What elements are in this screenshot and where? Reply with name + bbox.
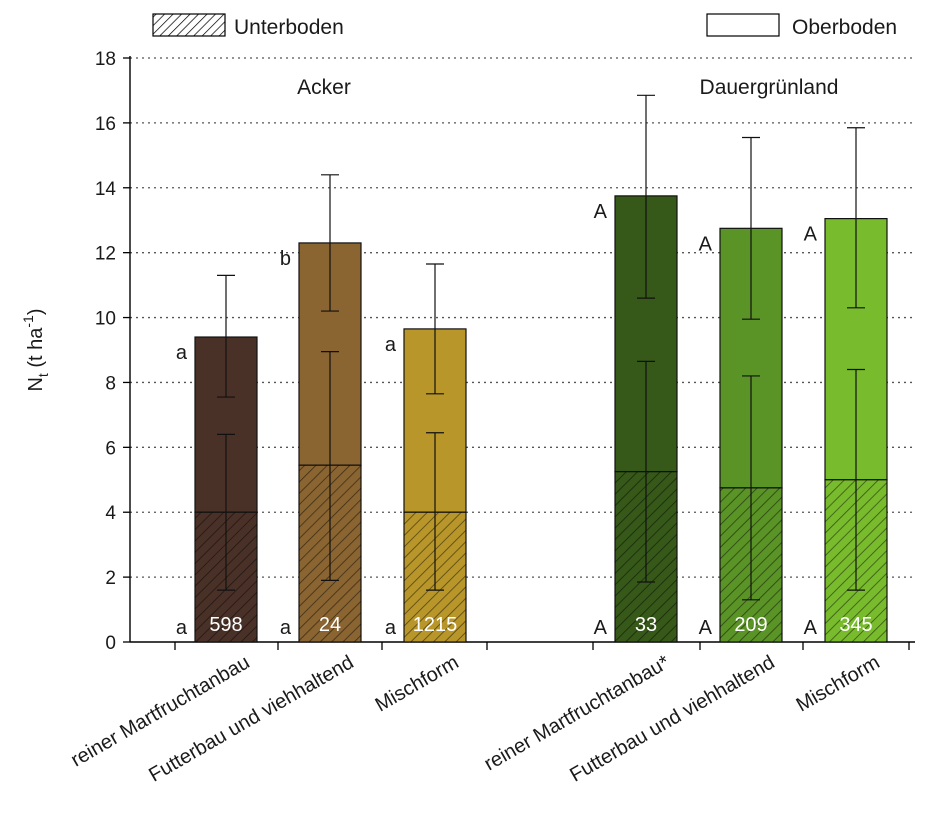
y-tick-label: 14	[95, 179, 117, 200]
y-tick-label: 4	[105, 503, 116, 524]
y-tick-label: 10	[95, 309, 116, 330]
y-tick-label: 18	[95, 49, 116, 70]
category-label: reiner Martfruchtanbau	[67, 651, 253, 771]
y-tick-label: 0	[105, 633, 116, 654]
group-label: Acker	[297, 76, 351, 99]
y-tick-label: 6	[105, 438, 116, 459]
significance-letter-unterboden: a	[176, 617, 188, 639]
category-label: Mischform	[372, 651, 463, 716]
legend-label-unterboden: Unterboden	[234, 16, 344, 39]
y-axis-label-sub: t	[35, 373, 51, 377]
y-tick-label: 12	[95, 244, 116, 265]
legend-swatch-oberboden	[706, 13, 780, 37]
significance-letter-total: a	[385, 334, 397, 356]
bars-layer	[194, 94, 888, 643]
significance-letter-total: A	[699, 233, 713, 255]
significance-letter-unterboden: A	[594, 617, 608, 639]
y-tick-label: 2	[105, 568, 116, 589]
sample-size-label: 24	[319, 614, 341, 636]
y-axis-label-close: )	[25, 308, 47, 315]
category-label: Mischform	[793, 651, 884, 716]
legend-label-oberboden: Oberboden	[792, 16, 897, 39]
sample-size-label: 33	[635, 614, 657, 636]
significance-letter-unterboden: a	[385, 617, 397, 639]
y-axis-label-sup: -1	[20, 315, 36, 328]
significance-letter-total: A	[804, 224, 818, 246]
sample-size-label: 209	[734, 614, 767, 636]
sample-size-label: 598	[209, 614, 242, 636]
significance-letter-unterboden: A	[699, 617, 713, 639]
sample-size-label: 345	[839, 614, 872, 636]
significance-letter-unterboden: a	[280, 617, 292, 639]
significance-letter-total: A	[594, 201, 608, 223]
category-label: Futterbau und viehhaltend	[145, 651, 357, 786]
legend-swatch-unterboden	[152, 13, 226, 37]
category-label: Futterbau und viehhaltend	[566, 651, 778, 786]
significance-letter-unterboden: A	[804, 617, 818, 639]
y-axis-label-unit: (t ha	[25, 327, 47, 373]
y-axis-label: Nt (t ha-1)	[20, 308, 51, 391]
y-tick-label: 16	[95, 114, 116, 135]
category-label: reiner Martfruchtanbau*	[481, 651, 674, 775]
grid-layer	[130, 57, 915, 578]
y-tick-label: 8	[105, 373, 116, 394]
sample-size-label: 1215	[413, 614, 458, 636]
significance-letter-total: b	[280, 248, 291, 270]
group-label: Dauergrünland	[700, 76, 839, 99]
y-axis-label-main: N	[25, 377, 47, 391]
significance-letter-total: a	[176, 342, 188, 364]
